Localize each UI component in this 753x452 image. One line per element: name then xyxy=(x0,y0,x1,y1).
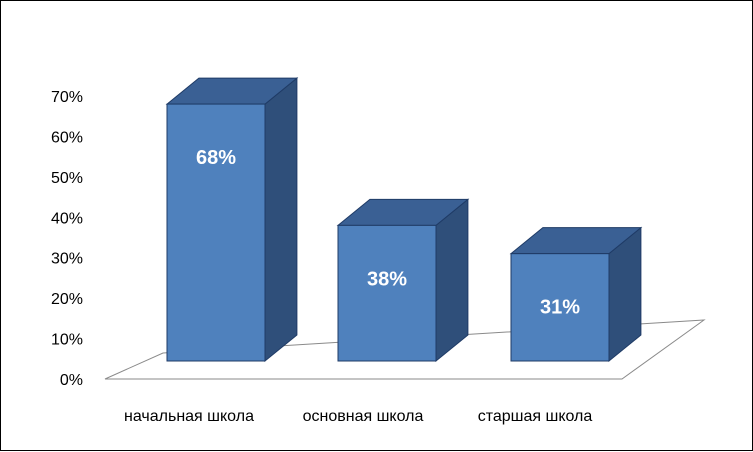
y-tick-label: 70% xyxy=(51,89,83,106)
bar xyxy=(337,224,437,362)
y-tick-label: 30% xyxy=(51,251,83,268)
bar xyxy=(166,103,266,362)
y-tick-label: 60% xyxy=(51,129,83,146)
bar xyxy=(510,253,610,362)
chart-floor xyxy=(104,319,706,380)
y-tick-label: 50% xyxy=(51,170,83,187)
x-category-label: основная школа xyxy=(303,408,424,425)
data-label: 31% xyxy=(540,297,580,319)
bar-side xyxy=(264,77,298,363)
y-tick-label: 0% xyxy=(60,372,83,389)
y-tick-label: 40% xyxy=(51,210,83,227)
bar-side xyxy=(435,198,469,363)
data-label: 38% xyxy=(367,268,407,290)
y-tick-label: 20% xyxy=(51,291,83,308)
data-label: 68% xyxy=(196,147,236,169)
x-category-label: старшая школа xyxy=(478,408,593,425)
x-category-label: начальная школа xyxy=(124,408,254,425)
y-tick-label: 10% xyxy=(51,332,83,349)
